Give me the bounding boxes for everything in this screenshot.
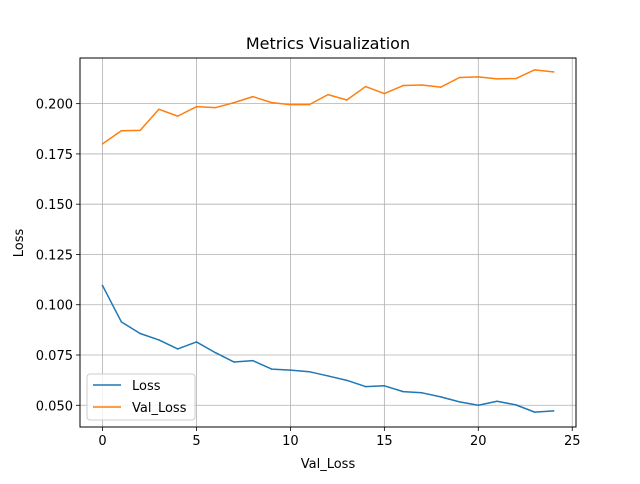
data-point-val-loss [439,86,442,88]
data-point-val-loss [327,93,329,96]
data-point-loss [214,351,217,354]
data-point-loss [346,379,348,382]
data-point-loss [120,321,123,323]
data-point-val-loss [552,71,555,73]
data-point-loss [515,404,517,406]
data-point-val-loss [195,105,198,108]
y-tick-label: 0.050 [36,399,73,414]
x-tick-label: 5 [192,434,200,449]
plot-frame [79,57,577,428]
data-point-loss [533,411,536,413]
data-point-val-loss [458,76,461,79]
x-axis-label: Val_Loss [301,457,356,472]
data-point-val-loss [364,85,367,88]
data-point-val-loss [233,101,235,104]
data-point-val-loss [158,108,160,111]
data-point-val-loss [120,130,123,132]
data-point-loss [552,410,555,412]
x-tick-label: 10 [282,434,299,449]
data-point-loss [458,401,461,403]
x-tick-label: 20 [470,434,487,449]
data-point-loss [270,368,273,370]
series-lines [101,69,555,413]
data-point-loss [101,284,104,287]
data-point-val-loss [139,129,141,132]
x-tick-label: 15 [376,434,393,449]
data-point-loss [439,396,442,398]
data-point-loss [477,404,480,407]
data-point-val-loss [402,84,404,87]
data-point-loss [421,392,423,394]
data-point-loss [402,390,404,393]
legend-label-val-loss: Val_Loss [132,401,187,416]
data-point-loss [233,361,235,363]
y-tick-label: 0.125 [36,248,73,263]
data-point-loss [195,341,198,343]
y-tick-label: 0.200 [36,98,73,113]
y-tick-label: 0.075 [36,349,73,364]
data-point-loss [158,339,160,341]
data-point-val-loss [515,77,517,80]
y-axis-label: Loss [12,229,27,258]
data-point-val-loss [346,99,348,101]
grid [80,58,576,427]
data-point-val-loss [176,115,179,117]
legend: Loss Val_Loss [86,373,196,421]
data-point-loss [139,332,141,335]
data-point-val-loss [252,95,254,98]
data-point-val-loss [270,101,273,104]
data-point-loss [496,400,498,403]
x-tick-label: 25 [564,434,581,449]
data-point-loss [383,385,386,387]
data-point-val-loss [214,106,217,109]
data-point-val-loss [533,69,536,71]
data-point-loss [252,359,254,362]
y-tick-label: 0.150 [36,198,73,213]
data-point-val-loss [383,92,386,95]
x-axis: 0 5 10 15 20 25 [98,427,581,449]
chart-title: Metrics Visualization [246,34,410,53]
data-point-val-loss [496,78,498,80]
data-point-val-loss [477,76,480,78]
x-tick-label: 0 [98,434,106,449]
data-point-loss [289,369,292,371]
data-point-val-loss [289,103,292,106]
data-point-val-loss [101,143,104,145]
data-point-loss [176,348,179,350]
data-point-loss [308,370,310,373]
data-point-val-loss [421,84,423,86]
data-point-loss [327,375,329,377]
data-point-loss [364,385,367,388]
y-axis: 0.050 0.075 0.100 0.125 0.150 0.175 0.200 [36,98,80,414]
data-point-val-loss [308,103,310,106]
legend-label-loss: Loss [132,379,161,394]
y-tick-label: 0.100 [36,299,73,314]
y-tick-label: 0.175 [36,148,73,163]
